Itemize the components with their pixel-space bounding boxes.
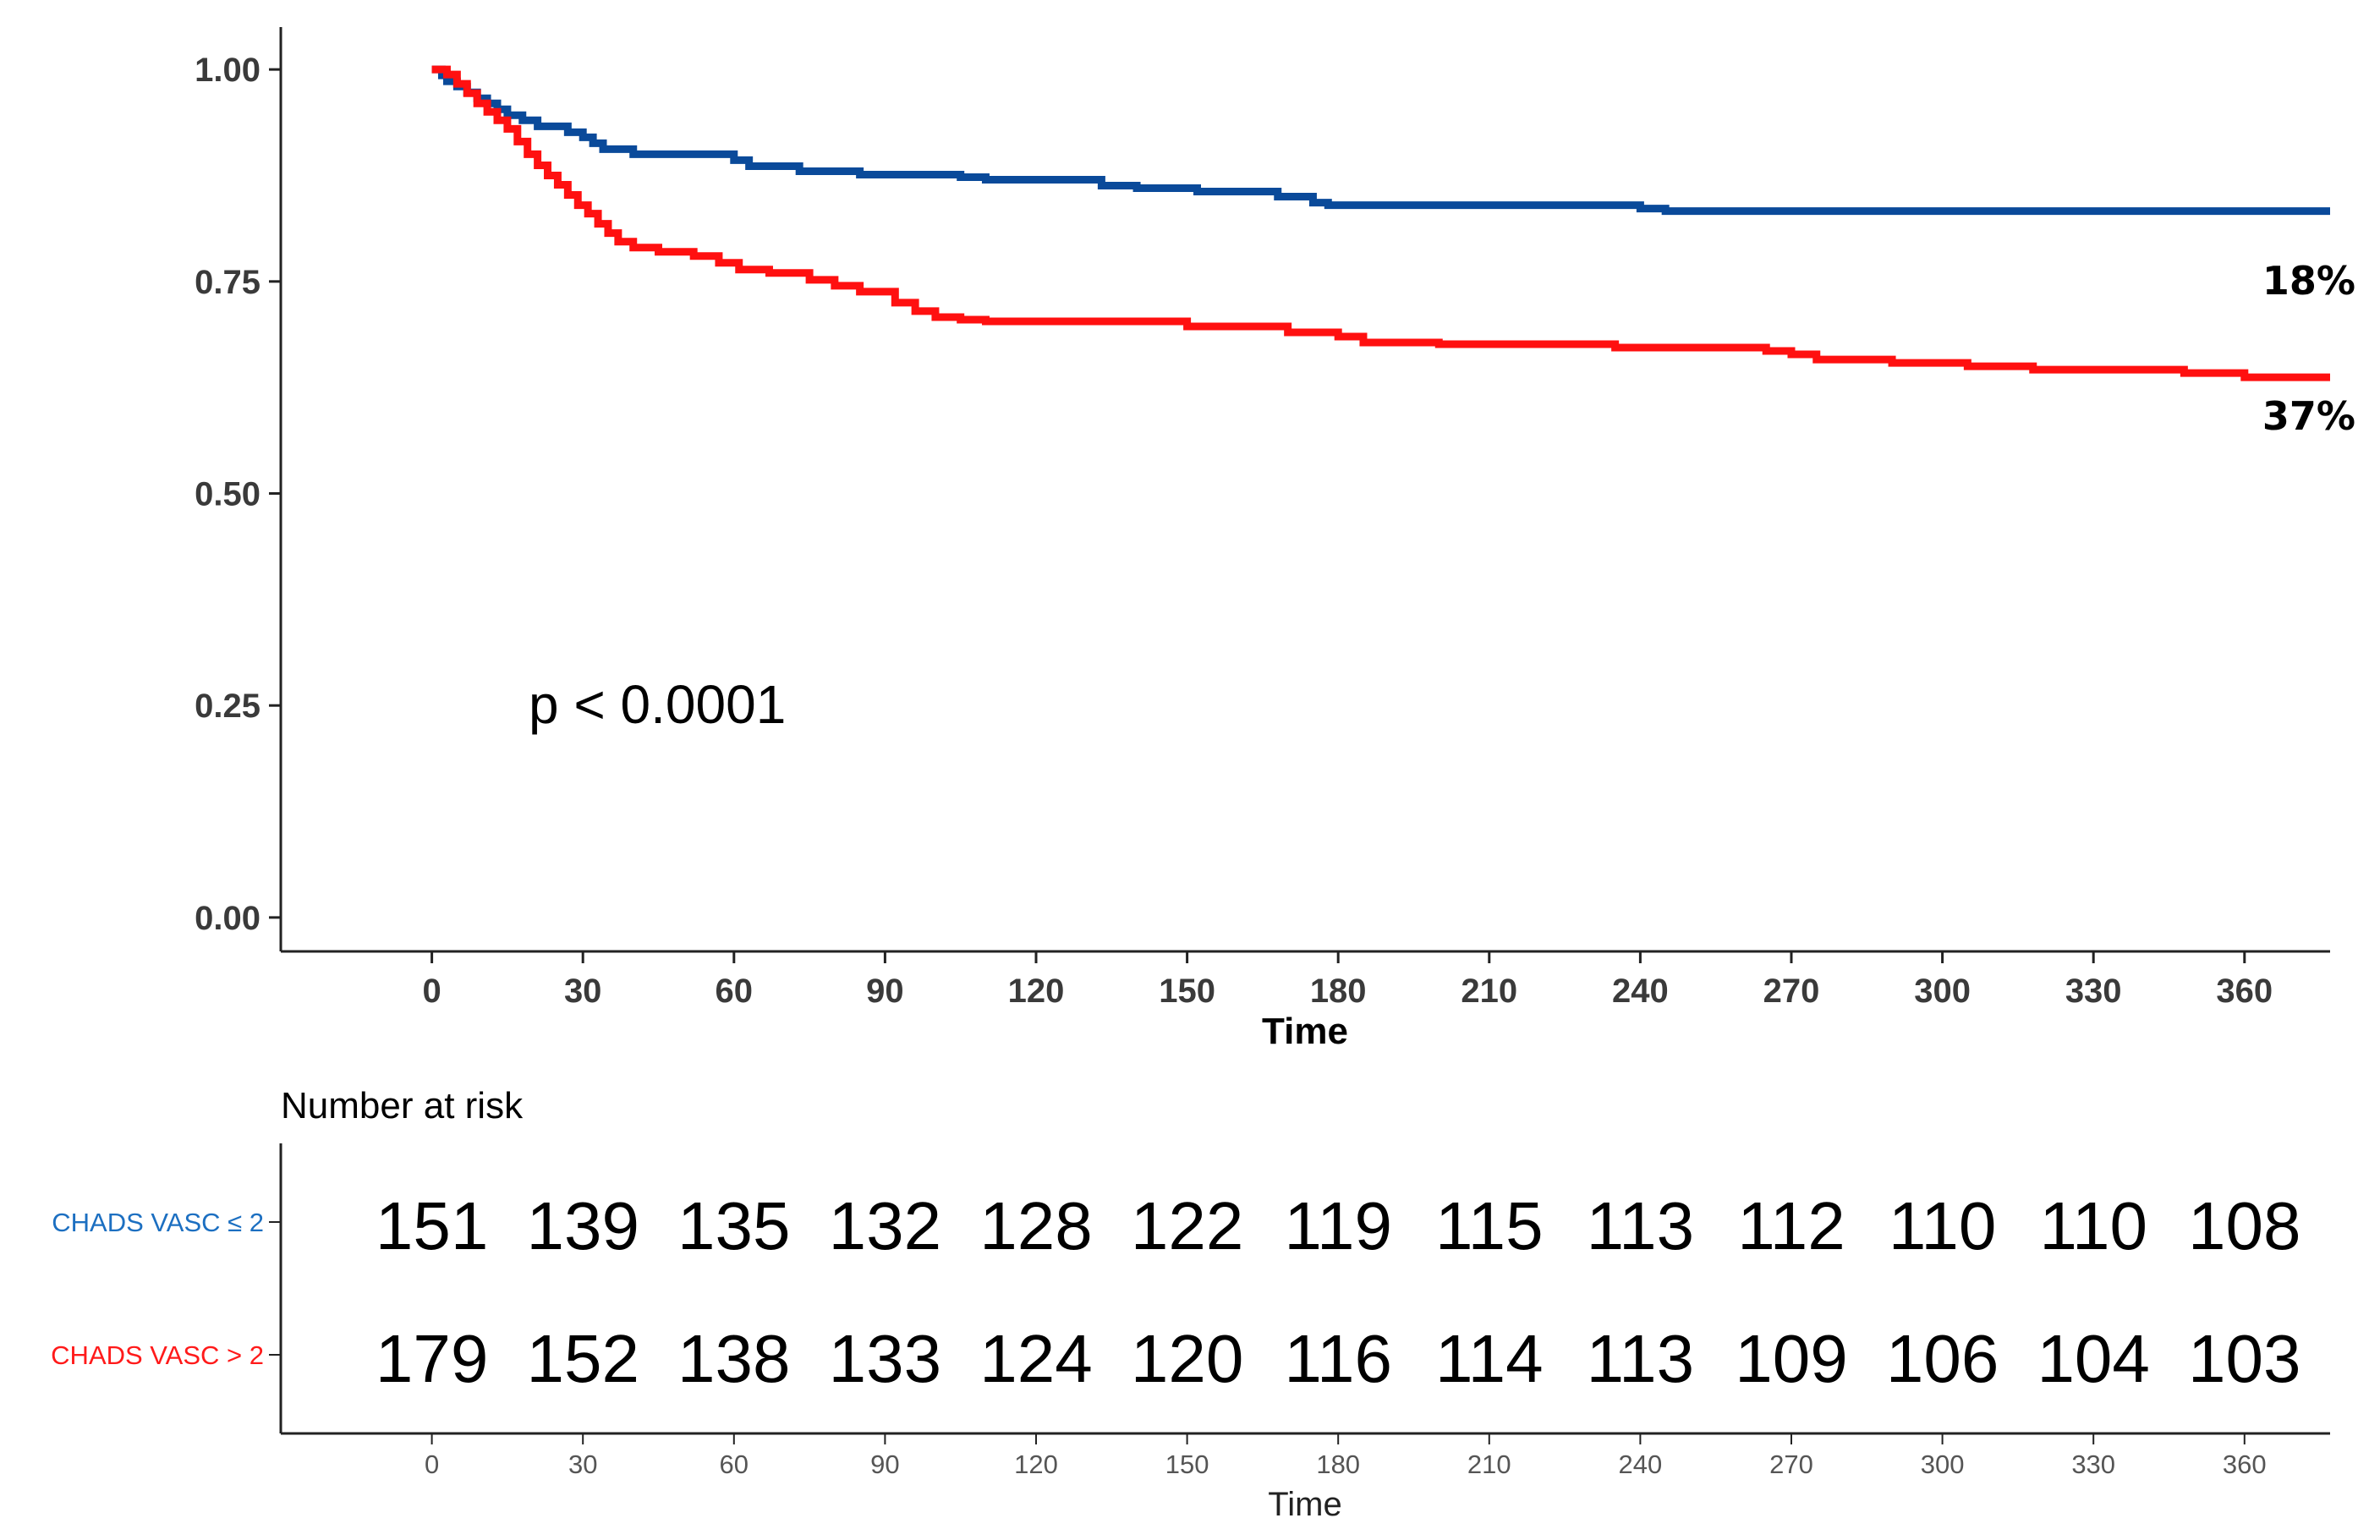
- x-axis-title: Time: [1262, 1011, 1348, 1052]
- risk-value-high: 109: [1735, 1321, 1847, 1396]
- y-tick-label: 0.75: [195, 264, 260, 301]
- risk-tick-label: 150: [1165, 1450, 1209, 1479]
- risk-value-high: 179: [376, 1321, 488, 1396]
- risk-values: 151 139 135 132 128 122 119 115 113 112 110 110 108 1…: [376, 1188, 2301, 1396]
- x-tick-label: 210: [1461, 973, 1517, 1010]
- survival-curves: [431, 65, 2330, 381]
- risk-tick-label: 0: [425, 1450, 439, 1479]
- risk-value-high: 120: [1131, 1321, 1243, 1396]
- risk-value-low: 112: [1737, 1188, 1845, 1263]
- p-value-annotation: p < 0.0001: [529, 674, 786, 735]
- risk-tick-label: 30: [568, 1450, 597, 1479]
- risk-value-high: 104: [2037, 1321, 2149, 1396]
- risk-value-low: 128: [979, 1188, 1092, 1263]
- risk-strata-label-high: CHADS VASC > 2: [51, 1340, 264, 1370]
- risk-tick-label: 240: [1619, 1450, 1663, 1479]
- x-tick-label: 150: [1159, 973, 1215, 1010]
- risk-tick-label: 270: [1769, 1450, 1813, 1479]
- risk-value-low: 113: [1587, 1188, 1695, 1263]
- risk-value-high: 138: [677, 1321, 790, 1396]
- risk-x-axis-title: Time: [1268, 1486, 1341, 1523]
- risk-table-title: Number at risk: [281, 1085, 524, 1126]
- risk-table: Number at risk CHADS VASC ≤ 2 CHADS VASC…: [51, 1085, 2330, 1523]
- risk-value-high: 124: [979, 1321, 1092, 1396]
- y-tick-label: 0.50: [195, 476, 260, 513]
- x-tick-label: 90: [866, 973, 904, 1010]
- risk-tick-label: 180: [1316, 1450, 1360, 1479]
- risk-value-high: 113: [1587, 1321, 1695, 1396]
- risk-value-low: 132: [829, 1188, 941, 1263]
- risk-value-high: 116: [1284, 1321, 1392, 1396]
- risk-value-low: 151: [376, 1188, 488, 1263]
- risk-value-high: 133: [829, 1321, 941, 1396]
- risk-time-ticks: 0 30 60 90 120 150 180 210 240 270 300 330 360: [425, 1433, 2267, 1479]
- risk-tick-label: 60: [720, 1450, 749, 1479]
- risk-tick-label: 330: [2071, 1450, 2115, 1479]
- risk-value-high: 152: [526, 1321, 639, 1396]
- x-tick-label: 0: [422, 973, 441, 1010]
- risk-value-high: 114: [1435, 1321, 1544, 1396]
- risk-tick-label: 90: [870, 1450, 899, 1479]
- survival-line-high-risk: [431, 65, 2330, 381]
- end-label-low-risk: 18%: [2262, 258, 2355, 304]
- risk-tick-label: 120: [1014, 1450, 1058, 1479]
- end-label-high-risk: 37%: [2262, 393, 2355, 439]
- risk-tick-label: 210: [1467, 1450, 1511, 1479]
- x-tick-label: 330: [2065, 973, 2122, 1010]
- risk-value-high: 106: [1886, 1321, 1999, 1396]
- risk-tick-label: 300: [1921, 1450, 1965, 1479]
- y-axis-ticks: 0.00 0.25 0.50 0.75 1.00: [195, 52, 281, 937]
- x-tick-label: 360: [2216, 973, 2273, 1010]
- risk-strata-label-low: CHADS VASC ≤ 2: [52, 1208, 264, 1237]
- y-tick-label: 0.00: [195, 900, 260, 937]
- y-tick-label: 1.00: [195, 52, 260, 89]
- risk-value-low: 108: [2188, 1188, 2300, 1263]
- survival-line-low-risk: [431, 65, 2330, 216]
- x-tick-label: 240: [1612, 973, 1669, 1010]
- y-tick-label: 0.25: [195, 688, 260, 725]
- risk-value-low: 119: [1284, 1188, 1392, 1263]
- risk-value-low: 139: [526, 1188, 639, 1263]
- risk-value-low: 122: [1131, 1188, 1243, 1263]
- risk-value-high: 103: [2188, 1321, 2300, 1396]
- x-axis-ticks: 0 30 60 90 120 150 180 210 240 270 300 330 360: [422, 951, 2273, 1010]
- risk-value-low: 135: [677, 1188, 790, 1263]
- x-tick-label: 180: [1310, 973, 1367, 1010]
- x-tick-label: 120: [1008, 973, 1065, 1010]
- risk-value-low: 110: [2039, 1188, 2147, 1263]
- survival-plot: 0.00 0.25 0.50 0.75 1.00 0 30 60 90 120 150 180 210…: [195, 27, 2355, 1052]
- risk-value-low: 115: [1435, 1188, 1544, 1263]
- risk-tick-label: 360: [2223, 1450, 2267, 1479]
- x-tick-label: 300: [1914, 973, 1971, 1010]
- x-tick-label: 270: [1763, 973, 1820, 1010]
- x-tick-label: 30: [564, 973, 602, 1010]
- x-tick-label: 60: [716, 973, 754, 1010]
- risk-value-low: 110: [1889, 1188, 1997, 1263]
